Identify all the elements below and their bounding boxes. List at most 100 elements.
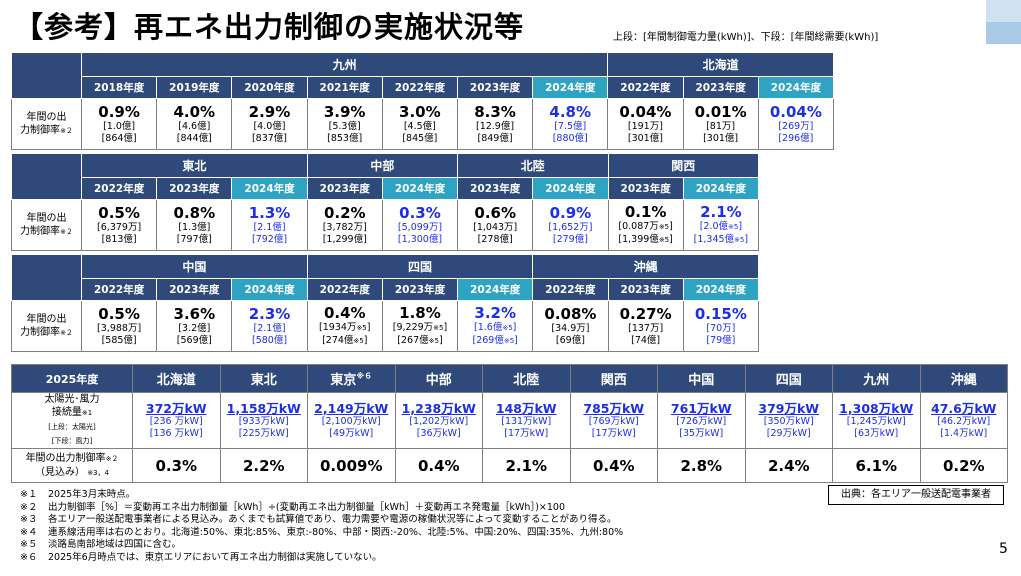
forecast-rate: 6.1% [832,448,921,483]
curtailed-energy: [4.6億] [178,121,211,132]
rate-value: 3.6% [173,305,216,323]
corner-accent [986,0,1021,45]
header-corner [11,153,82,200]
curtailment-table-central: 東北 中部 北陸 関西 2022年度 2023年度 2024年度 2023年度 2024年度 2… [11,153,760,251]
footnote-mark: ※１ [20,489,38,500]
region-header: 東京※６ [307,364,396,393]
region-header: 東北 [219,364,308,393]
rate-value: 3.9% [323,103,366,121]
curtailed-energy: [4.0億] [253,121,286,132]
total-demand: [845億] [402,132,438,144]
rate-cell: 0.6% [1,043万] [278億] [457,199,534,251]
total-demand: [1,300億] [397,233,443,245]
solar-capacity: [726万kW] [676,416,727,427]
capacity-cell: 2,149万kW [2,100万kW] [49万kW] [307,392,396,449]
curtailed-energy: [1.3億] [178,222,211,233]
capacity-cell: 1,308万kW [1,245万kW] [63万kW] [832,392,921,449]
curtailed-energy: [1934万※5] [319,322,371,333]
curtailed-energy: [5.3億] [328,121,361,132]
footnote-mark: ※６ [20,551,38,563]
rate-cell: 0.1% [0.087万※5] [1,399億※5] [607,199,684,251]
year-header: 2022年度 [532,278,609,301]
footnote-text: 各エリア一般送配電事業者による見込み。あくまでも試算値であり、電力需要や電源の稼… [48,514,617,525]
year-header: 2024年度 [457,278,534,301]
wind-capacity: [17万kW] [504,427,549,439]
region-header: 九州 [832,364,921,393]
year-header: 2024年度 [381,177,459,200]
year-header: 2023年度 [456,76,534,99]
wind-capacity: [225万kW] [238,427,289,439]
capacity-cell: 372万kW [236 万kW] [136 万kW] [132,392,221,449]
footnote: ※５ 淡路島南部地域は四国に含む。 [20,539,623,552]
forecast-rate: 0.2% [919,448,1008,483]
year-header: 2022年度 [80,177,158,200]
rate-cell: 1.3% [2.1億] [792億] [231,199,308,251]
curtailed-energy: [1.0億] [103,121,136,132]
year-header: 2024年度 [682,278,760,301]
year-header: 2024年度 [532,177,609,200]
curtailed-energy: [191万] [627,121,663,132]
solar-capacity: [1,245万kW] [846,416,906,427]
year-header: 2022年度 [306,278,383,301]
region-header: 中部 [306,153,459,178]
rate-value: 4.0% [173,103,216,121]
solar-capacity: [2,100万kW] [321,416,381,427]
curtailed-energy: [81万] [706,121,736,132]
total-demand: [1,345億※5] [693,233,749,245]
total-demand: [813億] [101,233,137,245]
forecast-rate: 2.8% [657,448,746,483]
total-demand: [792億] [252,233,288,245]
year-header: 2022年度 [381,76,458,99]
total-demand: [267億※5] [397,334,443,346]
forecast-rate: 0.4% [569,448,658,483]
rate-value: 2.3% [248,305,291,323]
curtailed-energy: [1,043万] [473,222,518,233]
region-header: 関西 [569,364,658,393]
header-corner [11,52,82,99]
rate-value: 2.1% [700,203,742,221]
total-capacity: 1,158万kW [226,401,301,416]
total-demand: [585億] [101,334,137,346]
row-label: 年間の出 力制御率※２ [11,300,82,352]
total-demand: [1,399億※5] [618,233,673,245]
curtailed-energy: [12.9億] [475,121,515,132]
wind-capacity: [29万kW] [766,427,811,439]
rate-cell: 0.5% [3,988万] [585億] [80,300,158,352]
rate-cell: 0.27% [137万] [74億] [607,300,684,352]
region-header: 九州 [80,52,609,77]
total-demand: [880億] [552,132,588,144]
footnote: ※２ 出力制御率［%］＝変動再エネ出力制御量［kWh］÷(変動再エネ出力制御量［k… [20,502,623,515]
row-label-note: ※２ [60,328,73,337]
total-demand: [74億] [631,334,661,346]
wind-capacity: [49万kW] [329,427,374,439]
rate-cell: 0.01% [81万] [301億] [682,98,759,150]
rate-cell: 3.6% [3.2億] [569億] [156,300,233,352]
curtailment-table-west: 中国 四国 沖縄 2022年度 2023年度 2024年度 2022年度 2023年度 202… [11,254,760,352]
rate-value: 3.2% [474,304,516,322]
rate-value: 2.9% [248,103,291,121]
forecast-rate: 2.2% [219,448,308,483]
rate-cell: 0.04% [269万] [296億] [757,98,835,150]
year-header: 2025年度 [11,364,133,393]
total-demand: [1,299億] [322,233,367,245]
solar-capacity: [46.2万kW] [937,416,991,427]
rate-value: 1.8% [399,304,441,322]
rate-value: 0.5% [98,305,140,323]
rate-cell: 0.04% [191万] [301億] [607,98,684,150]
rate-value: 0.3% [399,204,441,222]
total-capacity: 761万kW [670,401,732,416]
total-demand: [278億] [477,233,513,245]
total-demand: [569億] [176,334,212,346]
total-demand: [296億] [778,132,814,144]
forecast-rate: 0.009% [307,448,396,483]
year-header: 2023年度 [156,278,233,301]
region-header: 北陸 [457,153,609,178]
curtailed-energy: [3,988万] [97,323,142,334]
footnote-mark: ※５ [20,539,38,550]
rate-cell: 0.9% [1.0億] [864億] [80,98,158,150]
footnote-text: 2025年3月末時点。 [48,489,136,500]
page-title: 【参考】再エネ出力制御の実施状況等 [14,10,525,44]
curtailed-energy: [3,782万] [322,222,367,233]
curtailed-energy: [269万] [778,121,814,132]
curtailment-table-kyushu-hokkaido: 九州 北海道 2018年度 2019年度 2020年度 2021年度 2022年度 2023… [11,52,835,150]
